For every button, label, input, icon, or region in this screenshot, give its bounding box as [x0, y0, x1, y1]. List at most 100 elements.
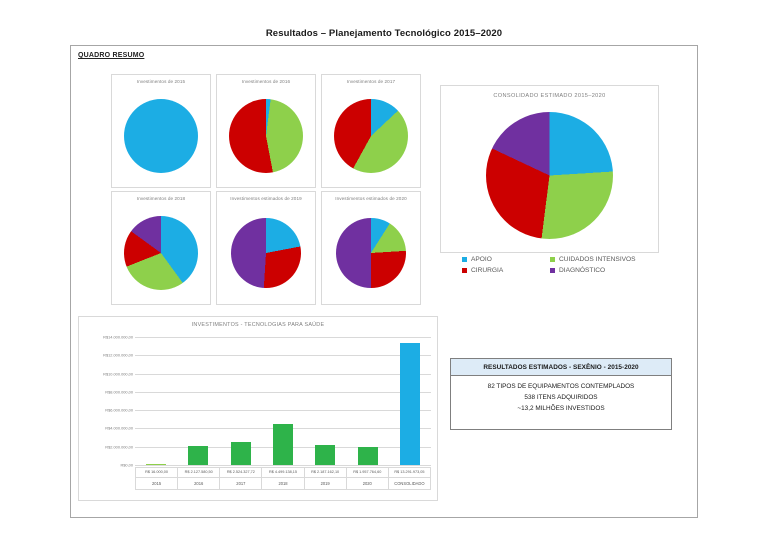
- value-cell: R$ 2.127.580,50: [177, 466, 221, 479]
- pie-card-2020[interactable]: Investimentos estimados de 2020: [321, 191, 421, 305]
- pie-title: CONSOLIDADO ESTIMADO 2015–2020: [493, 93, 606, 99]
- pie-card-consolidado[interactable]: CONSOLIDADO ESTIMADO 2015–2020: [440, 85, 659, 253]
- category-cell: 2015: [134, 477, 179, 490]
- bar-slot: [389, 337, 431, 465]
- pie-chart-consolidado: [486, 112, 613, 239]
- category-cell: 2018: [261, 477, 305, 490]
- bar-CONSOLIDADO[interactable]: [399, 343, 420, 465]
- gridline: [135, 391, 431, 393]
- results-line: 538 ITENS ADQUIRIDOS: [524, 394, 598, 402]
- legend-label: CIRURGIA: [471, 267, 504, 274]
- table-row-values: R$ 16.000,00 R$ 2.127.580,50 R$ 2.524.327,…: [134, 466, 432, 479]
- bar-chart-title: INVESTIMENTOS - TECNOLOGIAS PARA SAÚDE: [191, 322, 325, 328]
- pie-card-2016[interactable]: Investimentos de 2016: [216, 74, 316, 188]
- bar-2019[interactable]: [315, 445, 336, 465]
- legend-label: APOIO: [471, 256, 492, 263]
- y-axis-tick-label: R$6.000.000,00: [105, 407, 133, 413]
- legend-label: DIAGNÓSTICO: [559, 267, 606, 274]
- pie-canvas: [112, 203, 210, 304]
- pie-title: Investimentos estimados de 2020: [335, 196, 407, 201]
- bar-plot-area: [135, 337, 431, 466]
- pie-chart-2019: [231, 218, 301, 289]
- pie-chart-2015: [124, 99, 198, 174]
- bar-data-table: R$ 16.000,00 R$ 2.127.580,50 R$ 2.524.327,…: [134, 466, 432, 490]
- pie-card-2015[interactable]: Investimentos de 2015: [111, 74, 211, 188]
- pie-canvas: [217, 86, 315, 187]
- bar-2020[interactable]: [357, 447, 378, 465]
- y-axis-labels: R$14.000.000,00 R$12.000.000,00 R$10.000.0…: [81, 334, 135, 468]
- bar-slot: [304, 337, 346, 465]
- category-cell: 2017: [219, 477, 263, 490]
- bar-slot: [262, 337, 304, 465]
- legend-swatch-icon: [462, 257, 467, 262]
- gridline: [135, 373, 431, 375]
- legend-item-diagnostico[interactable]: DIAGNÓSTICO: [550, 267, 662, 274]
- y-axis-tick-label: R$10.000.000,00: [103, 371, 133, 377]
- page-title: Resultados – Planejamento Tecnológico 20…: [265, 28, 503, 39]
- y-axis-tick-label: R$0,00: [120, 462, 133, 468]
- bar-2017[interactable]: [230, 441, 251, 465]
- pie-card-2017[interactable]: Investimentos de 2017: [321, 74, 421, 188]
- value-cell: R$ 2.187.162,10: [303, 466, 347, 479]
- results-box-header: RESULTADOS ESTIMADOS - SEXÊNIO - 2015-20…: [451, 359, 671, 376]
- pie-title: Investimentos de 2016: [241, 79, 291, 84]
- value-cell: R$ 13.291.973,05: [387, 466, 432, 479]
- results-line: ~13,2 MILHÕES INVESTIDOS: [517, 405, 605, 413]
- bar-slot: [135, 337, 177, 465]
- category-cell: CONSOLIDADO: [387, 477, 432, 490]
- pie-card-2018[interactable]: Investimentos de 2018: [111, 191, 211, 305]
- pie-title: Investimentos de 2017: [346, 79, 396, 84]
- gridline: [135, 410, 431, 412]
- section-label: QUADRO RESUMO: [78, 52, 145, 59]
- y-axis-tick-label: R$4.000.000,00: [105, 425, 133, 431]
- category-cell: 2016: [177, 477, 221, 490]
- pie-canvas: [322, 86, 420, 187]
- pie-chart-2016: [229, 99, 303, 174]
- results-box: RESULTADOS ESTIMADOS - SEXÊNIO - 2015-20…: [450, 358, 672, 430]
- value-cell: R$ 1.957.764,60: [345, 466, 389, 479]
- pie-canvas: [322, 203, 420, 304]
- results-line: 82 TIPOS DE EQUIPAMENTOS CONTEMPLADOS: [487, 383, 635, 390]
- pie-canvas: [112, 86, 210, 187]
- pie-canvas: [486, 99, 613, 252]
- value-cell: R$ 2.524.327,72: [219, 466, 263, 479]
- bar-slot: [177, 337, 219, 465]
- y-axis-tick-label: R$8.000.000,00: [105, 389, 133, 395]
- legend-item-cuidados-intensivos[interactable]: CUIDADOS INTENSIVOS: [550, 256, 662, 263]
- pie-chart-2017: [334, 99, 408, 174]
- results-box-body: 82 TIPOS DE EQUIPAMENTOS CONTEMPLADOS 53…: [451, 376, 671, 420]
- pie-title: Investimentos estimados de 2019: [230, 196, 302, 201]
- category-cell: 2019: [303, 477, 347, 490]
- table-row-categories: 2015 2016 2017 2018 2019 2020 CONSOLIDADO: [134, 477, 432, 490]
- bar-slot: [346, 337, 388, 465]
- gridline: [135, 465, 431, 466]
- value-cell: R$ 4.499.138,15: [261, 466, 305, 479]
- small-pies-grid: Investimentos de 2015 Investimentos de 2…: [111, 74, 421, 310]
- legend-item-cirurgia[interactable]: CIRURGIA: [462, 267, 550, 274]
- legend-swatch-icon: [550, 257, 555, 262]
- pie-title: Investimentos de 2018: [136, 196, 186, 201]
- pie-legend: APOIO CUIDADOS INTENSIVOS CIRURGIA DIAGN…: [462, 256, 662, 274]
- pie-title: Investimentos de 2015: [136, 79, 186, 84]
- legend-item-apoio[interactable]: APOIO: [462, 256, 550, 263]
- legend-swatch-icon: [462, 268, 467, 273]
- gridline: [135, 337, 431, 338]
- bar-slot: [220, 337, 262, 465]
- legend-swatch-icon: [550, 268, 555, 273]
- bar-2015[interactable]: [146, 464, 167, 465]
- y-axis-tick-label: R$14.000.000,00: [103, 334, 133, 340]
- gridline: [135, 355, 431, 357]
- category-cell: 2020: [345, 477, 389, 490]
- bar-2016[interactable]: [188, 445, 209, 465]
- bar-2018[interactable]: [272, 423, 293, 465]
- pie-chart-2020: [336, 218, 406, 289]
- value-cell: R$ 16.000,00: [134, 466, 179, 479]
- y-axis-tick-label: R$2.000.000,00: [105, 444, 133, 450]
- legend-label: CUIDADOS INTENSIVOS: [559, 256, 636, 263]
- pie-chart-2018: [124, 216, 198, 291]
- y-axis-tick-label: R$12.000.000,00: [103, 352, 133, 358]
- pie-card-2019[interactable]: Investimentos estimados de 2019: [216, 191, 316, 305]
- bar-series: [135, 337, 431, 465]
- bar-chart-panel[interactable]: INVESTIMENTOS - TECNOLOGIAS PARA SAÚDE R…: [78, 316, 438, 501]
